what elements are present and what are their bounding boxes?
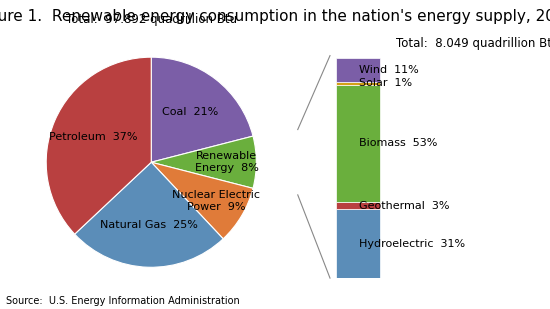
Text: Renewable
Energy  8%: Renewable Energy 8% — [195, 151, 259, 173]
Bar — [336, 85, 380, 202]
Wedge shape — [75, 162, 223, 267]
Text: Total:  8.049 quadrillion Btu: Total: 8.049 quadrillion Btu — [396, 37, 550, 50]
Text: Biomass  53%: Biomass 53% — [359, 138, 437, 149]
Bar — [336, 82, 380, 85]
Text: Solar  1%: Solar 1% — [359, 78, 412, 88]
Text: Wind  11%: Wind 11% — [359, 65, 419, 75]
Wedge shape — [151, 57, 253, 162]
Text: Nuclear Electric
Power  9%: Nuclear Electric Power 9% — [172, 190, 260, 212]
Text: Hydroelectric  31%: Hydroelectric 31% — [359, 239, 465, 249]
Text: Figure 1.  Renewable energy consumption in the nation's energy supply, 2010: Figure 1. Renewable energy consumption i… — [0, 9, 550, 24]
Text: Total:  97.892 quadrillion Btu: Total: 97.892 quadrillion Btu — [65, 13, 237, 26]
Wedge shape — [46, 57, 151, 234]
Text: Geothermal  3%: Geothermal 3% — [359, 201, 449, 211]
Bar — [336, 209, 380, 278]
Bar — [336, 58, 380, 82]
Text: Coal  21%: Coal 21% — [162, 108, 218, 117]
Text: Petroleum  37%: Petroleum 37% — [49, 132, 138, 142]
Text: Source:  U.S. Energy Information Administration: Source: U.S. Energy Information Administ… — [6, 296, 239, 306]
Bar — [336, 202, 380, 209]
Wedge shape — [151, 136, 256, 188]
Wedge shape — [151, 162, 253, 239]
Text: Natural Gas  25%: Natural Gas 25% — [100, 220, 198, 230]
